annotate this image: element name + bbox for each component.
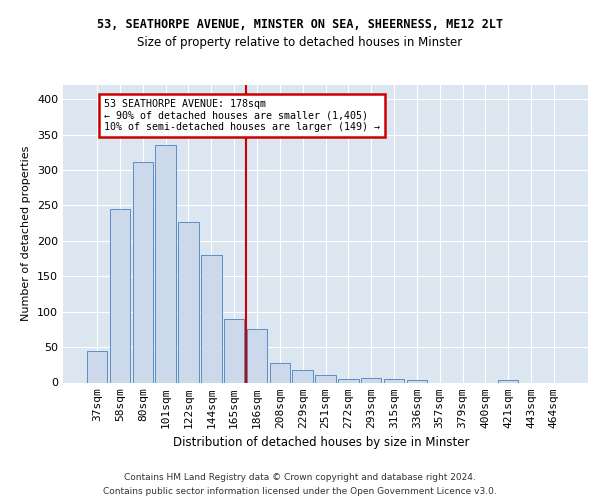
- Text: 53 SEATHORPE AVENUE: 178sqm
← 90% of detached houses are smaller (1,405)
10% of : 53 SEATHORPE AVENUE: 178sqm ← 90% of det…: [104, 99, 380, 132]
- Bar: [361, 378, 382, 382]
- Bar: [338, 379, 359, 382]
- Bar: [110, 209, 130, 382]
- Bar: [224, 319, 244, 382]
- Bar: [247, 330, 267, 382]
- Bar: [178, 222, 199, 382]
- Bar: [201, 255, 221, 382]
- Text: Size of property relative to detached houses in Minster: Size of property relative to detached ho…: [137, 36, 463, 49]
- Bar: [133, 162, 153, 382]
- Bar: [155, 145, 176, 382]
- Text: Contains public sector information licensed under the Open Government Licence v3: Contains public sector information licen…: [103, 488, 497, 496]
- Text: Distribution of detached houses by size in Minster: Distribution of detached houses by size …: [173, 436, 469, 449]
- Bar: [315, 376, 336, 382]
- Bar: [269, 364, 290, 382]
- Text: Contains HM Land Registry data © Crown copyright and database right 2024.: Contains HM Land Registry data © Crown c…: [124, 472, 476, 482]
- Bar: [87, 350, 107, 382]
- Bar: [292, 370, 313, 382]
- Bar: [498, 380, 518, 382]
- Bar: [384, 379, 404, 382]
- Y-axis label: Number of detached properties: Number of detached properties: [22, 146, 31, 322]
- Text: 53, SEATHORPE AVENUE, MINSTER ON SEA, SHEERNESS, ME12 2LT: 53, SEATHORPE AVENUE, MINSTER ON SEA, SH…: [97, 18, 503, 30]
- Bar: [407, 380, 427, 382]
